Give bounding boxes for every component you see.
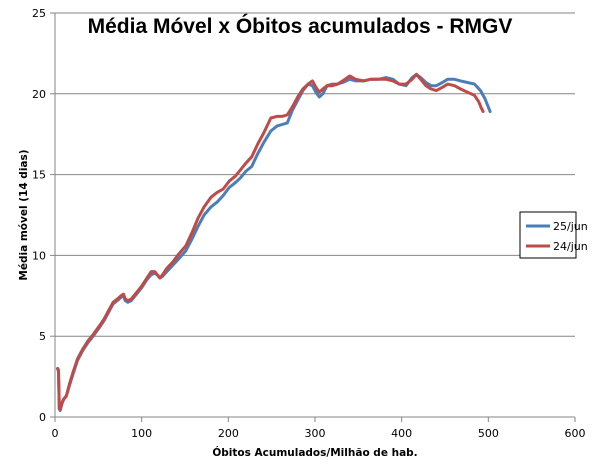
x-tick-label-600: 600 [565,427,586,440]
x-tick-label-200: 200 [218,427,239,440]
x-axis-ticks: 0 100 200 300 400 500 600 [52,417,586,440]
y-tick-label-0: 0 [39,411,46,424]
legend-box [519,211,577,259]
series-lines [56,72,492,412]
plot-area [55,13,575,417]
legend-label-25-jun: 25/jun [553,220,588,233]
x-tick-label-500: 500 [478,427,499,440]
y-tick-label-10: 10 [32,249,46,262]
legend: 25/jun 24/jun [519,211,588,259]
x-tick-label-0: 0 [52,427,59,440]
y-tick-label-25: 25 [32,7,46,20]
x-tick-label-100: 100 [131,427,152,440]
series-line-24-jun [56,72,485,411]
y-tick-label-15: 15 [32,169,46,182]
y-tick-label-5: 5 [39,330,46,343]
gridlines [55,12,575,337]
x-tick-label-400: 400 [391,427,412,440]
legend-label-24-jun: 24/jun [553,240,588,253]
y-tick-label-20: 20 [32,88,46,101]
y-axis-label: Média móvel (14 dias) [18,149,30,280]
chart-title: Média Móvel x Óbitos acumulados - RMGV [88,14,513,38]
x-tick-label-300: 300 [305,427,326,440]
y-axis-ticks: 0 5 10 15 20 25 [32,7,55,424]
x-axis-label: Óbitos Acumulados/Milhão de hab. [212,446,417,459]
